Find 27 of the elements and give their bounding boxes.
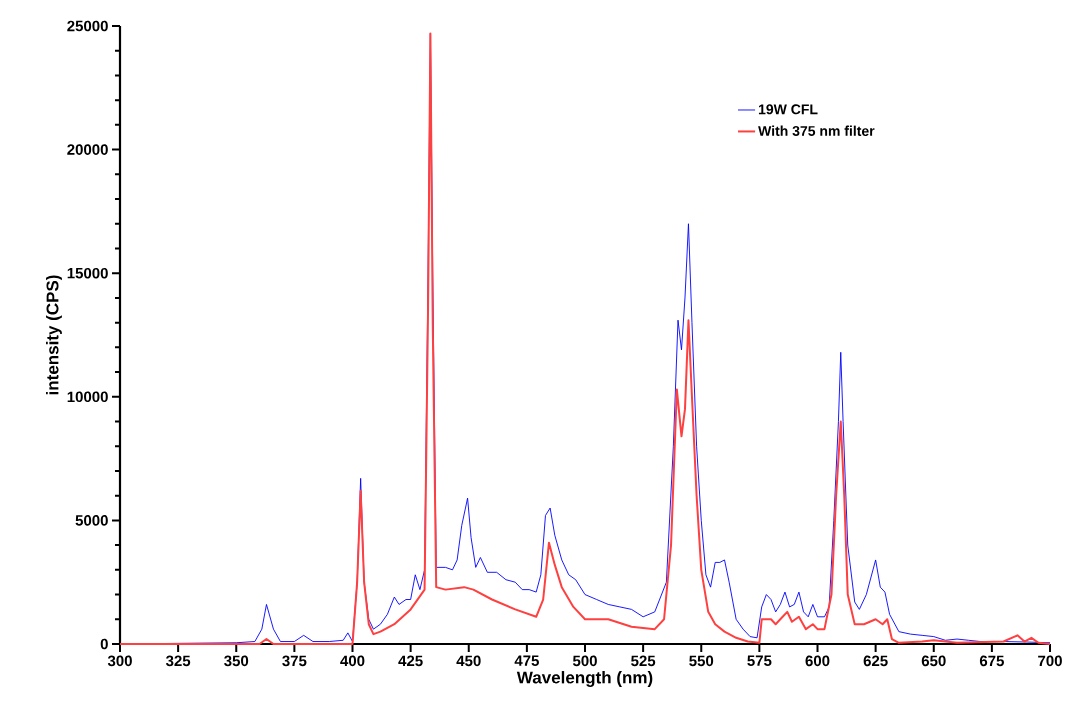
x-tick-label: 425: [398, 655, 423, 667]
x-tick-label: 450: [456, 655, 481, 667]
y-tick-label: 5000: [75, 515, 108, 526]
y-tick-label: 20000: [67, 144, 108, 155]
x-tick-label: 500: [572, 655, 597, 667]
x-tick-label: 650: [921, 655, 946, 667]
x-axis-title: Wavelength (nm): [516, 671, 653, 687]
x-tick-label: 525: [631, 655, 656, 667]
legend-label: With 375 nm filter: [758, 125, 875, 136]
y-tick-label: 0: [100, 638, 108, 650]
x-tick-label: 375: [282, 655, 307, 667]
x-tick-label: 400: [340, 655, 365, 667]
x-tick-label: 300: [107, 655, 132, 667]
x-tick-label: 675: [979, 655, 1004, 667]
y-tick-label: 25000: [67, 20, 108, 32]
y-tick-label: 10000: [67, 391, 108, 403]
x-tick-label: 350: [224, 655, 249, 667]
x-tick-label: 575: [747, 655, 772, 666]
x-tick-label: 700: [1038, 655, 1062, 667]
y-axis-title: intensity (CPS): [46, 275, 62, 395]
x-tick-label: 325: [165, 655, 191, 667]
legend-label: 19W CFL: [758, 104, 818, 115]
x-tick-label: 475: [514, 655, 539, 666]
x-tick-label: 625: [863, 655, 888, 667]
x-tick-label: 550: [689, 655, 714, 667]
y-tick-label: 15000: [67, 267, 108, 279]
x-tick-label: 600: [805, 655, 830, 667]
